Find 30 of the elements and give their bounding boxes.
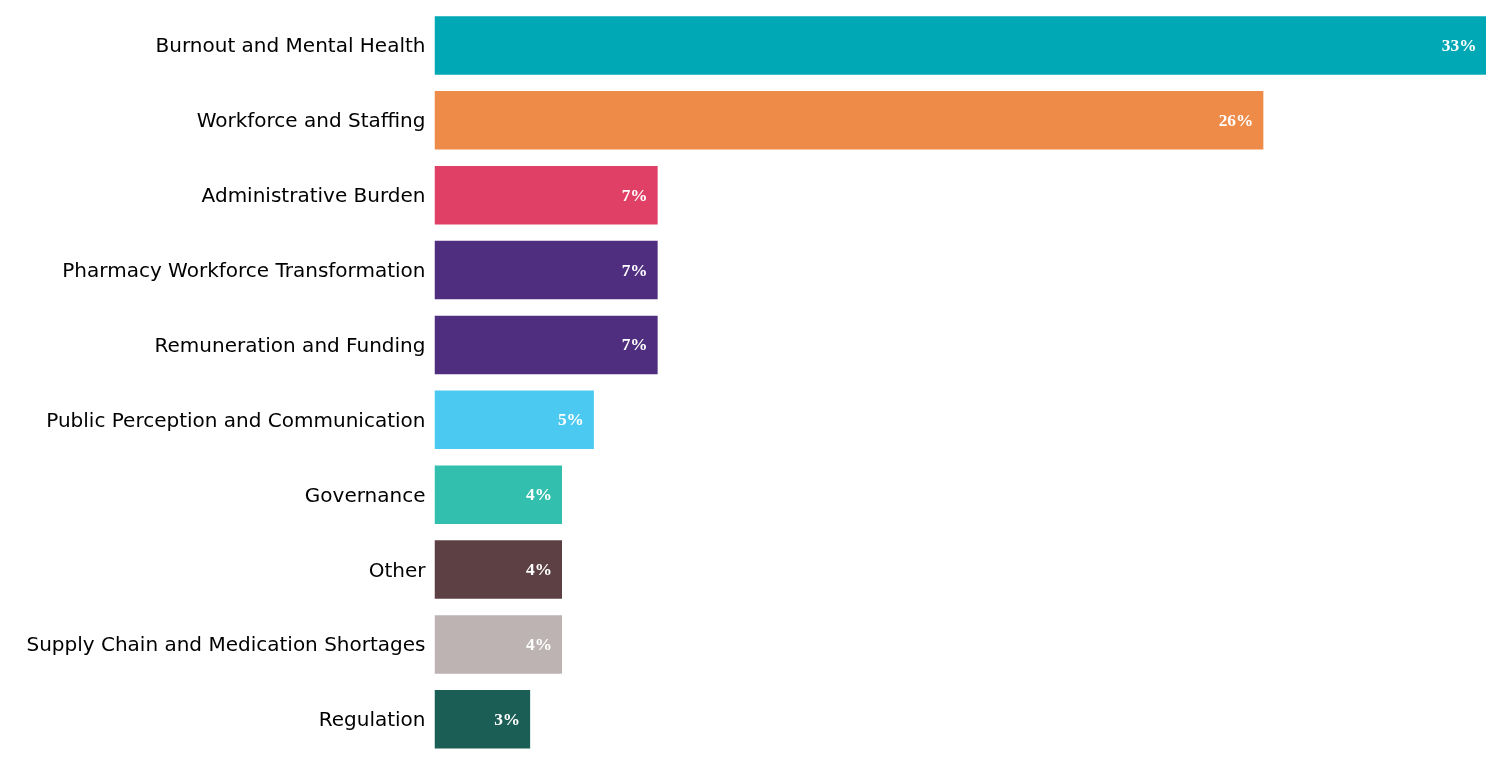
bar (434, 540, 563, 599)
bar (434, 465, 563, 524)
data-label: 4% (526, 634, 553, 654)
data-label: 7% (621, 335, 648, 355)
data-label: 26% (1218, 110, 1254, 130)
data-label: 5% (557, 410, 584, 430)
data-label: 7% (621, 185, 648, 205)
data-label: 4% (526, 560, 553, 580)
bar (434, 91, 1264, 150)
bar (434, 240, 658, 300)
data-label: 33% (1441, 35, 1477, 55)
bar (434, 390, 594, 450)
y-tick-label: Governance (304, 482, 426, 507)
y-tick-label: Other (368, 557, 427, 582)
y-tick-label: Remuneration and Funding (154, 332, 426, 357)
y-tick-label: Workforce and Staffing (196, 108, 426, 133)
y-tick-label: Supply Chain and Medication Shortages (26, 632, 426, 657)
bar (434, 165, 658, 225)
y-tick-label: Administrative Burden (201, 183, 426, 208)
data-label: 7% (621, 260, 648, 280)
y-tick-label: Public Perception and Communication (46, 407, 426, 432)
bar (434, 16, 1486, 75)
bar (434, 690, 531, 749)
y-tick-label: Pharmacy Workforce Transformation (62, 258, 426, 283)
y-tick-label: Regulation (318, 707, 426, 732)
bar (434, 315, 658, 375)
data-label: 3% (494, 709, 521, 729)
bar (434, 615, 563, 674)
y-tick-label: Burnout and Mental Health (155, 33, 426, 58)
data-label: 4% (526, 485, 553, 505)
